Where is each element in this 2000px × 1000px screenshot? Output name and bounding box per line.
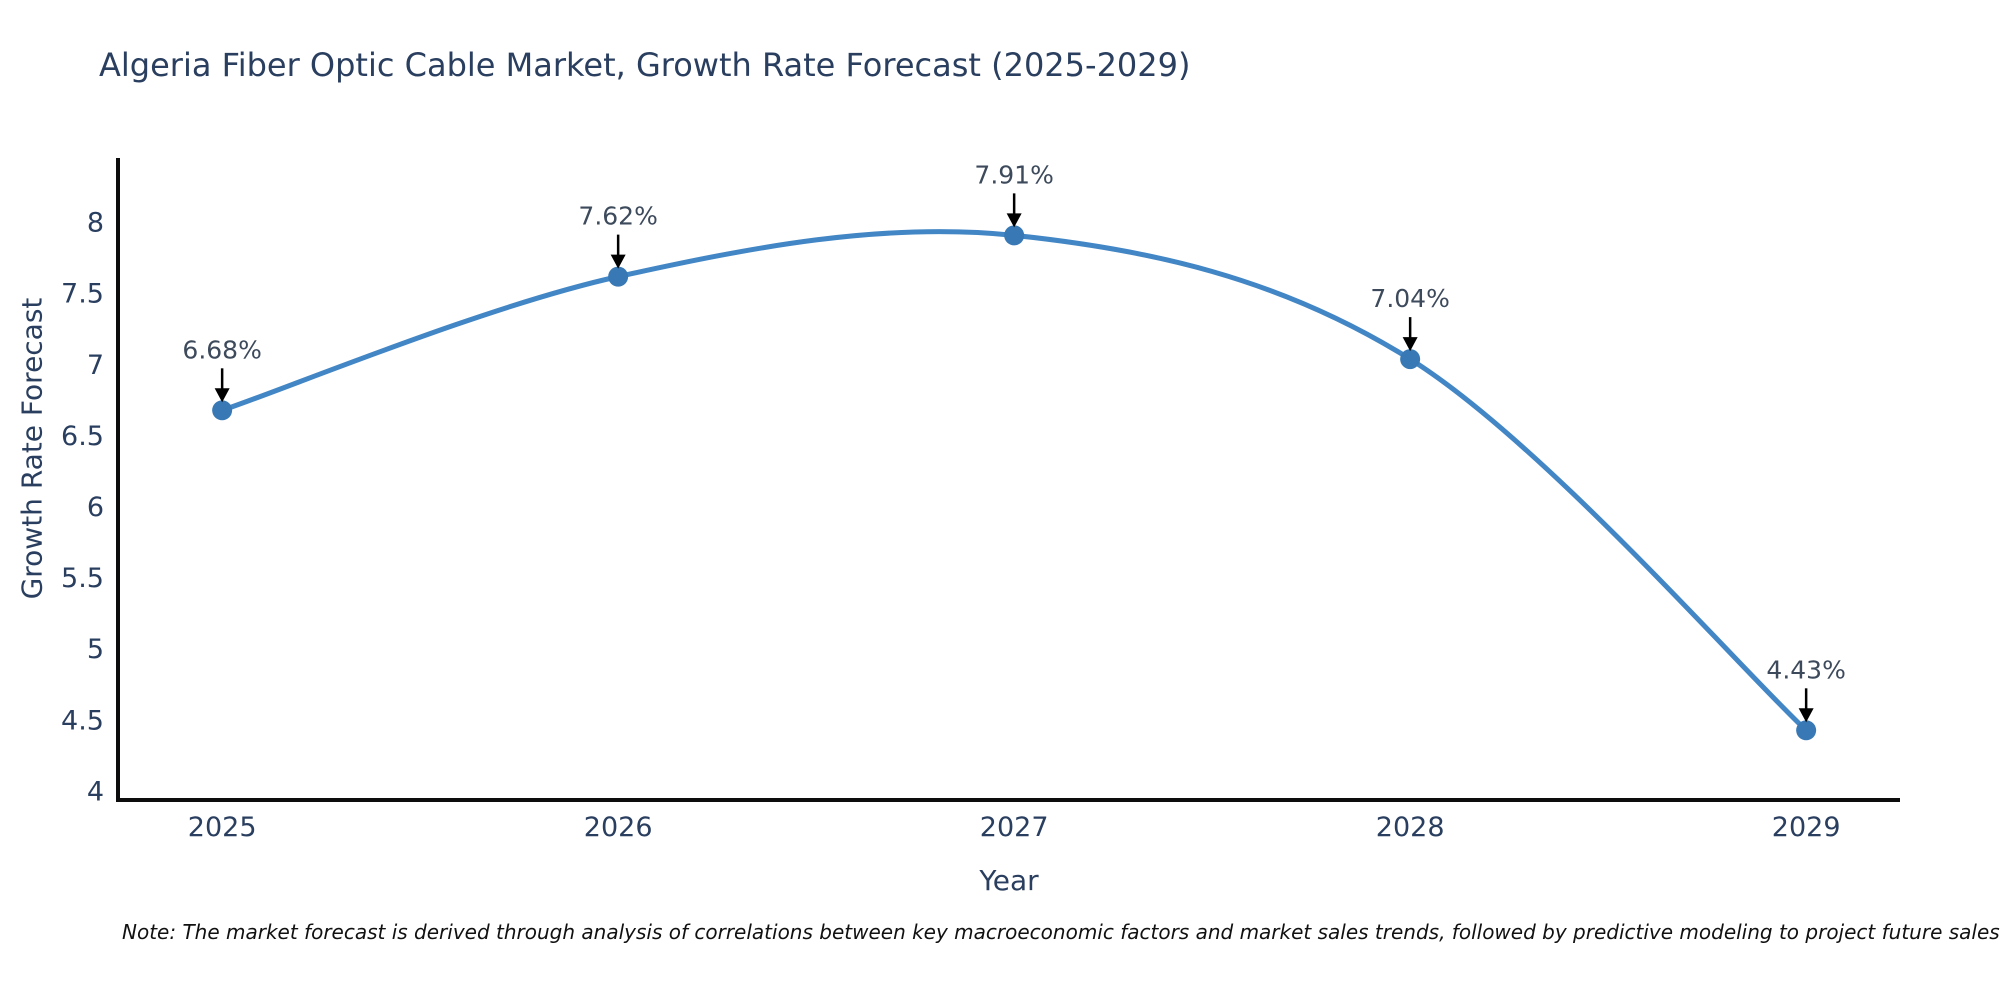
data-point-marker — [608, 266, 629, 287]
y-tick-label: 7.5 — [61, 279, 104, 310]
annotation-arrowhead-icon — [610, 254, 626, 269]
x-tick-label: 2025 — [188, 812, 257, 843]
y-tick-label: 5.5 — [61, 563, 104, 594]
data-point-marker — [1004, 225, 1025, 246]
annotation-label: 7.62% — [578, 202, 657, 231]
y-axis-title: Growth Rate Forecast — [15, 297, 49, 600]
data-point-marker — [1400, 349, 1421, 370]
y-tick-label: 5 — [87, 634, 104, 665]
x-axis-title: Year — [979, 864, 1039, 897]
annotation-arrowhead-icon — [1006, 213, 1022, 228]
x-tick-label: 2029 — [1772, 812, 1841, 843]
annotation-label: 6.68% — [182, 335, 261, 364]
forecast-spline-line — [219, 229, 1809, 733]
annotation-label: 7.91% — [974, 160, 1053, 189]
footnote: Note: The market forecast is derived thr… — [122, 920, 2000, 944]
x-tick-label: 2027 — [980, 812, 1049, 843]
annotation-arrowhead-icon — [214, 388, 230, 403]
annotation-arrowhead-icon — [1798, 708, 1814, 723]
annotation-label: 7.04% — [1370, 284, 1449, 313]
y-tick-label: 6 — [87, 492, 104, 523]
y-tick-label: 6.5 — [61, 421, 104, 452]
annotation-arrowhead-icon — [1402, 337, 1418, 352]
y-tick-label: 4.5 — [61, 705, 104, 736]
chart-title: Algeria Fiber Optic Cable Market, Growth… — [99, 46, 1191, 84]
annotation-label: 4.43% — [1766, 655, 1845, 684]
data-point-marker — [1796, 720, 1817, 741]
data-point-marker — [212, 400, 233, 421]
y-tick-label: 7 — [87, 350, 104, 381]
x-tick-label: 2028 — [1376, 812, 1445, 843]
y-tick-label: 8 — [87, 208, 104, 239]
x-tick-label: 2026 — [584, 812, 653, 843]
y-tick-label: 4 — [87, 776, 104, 807]
